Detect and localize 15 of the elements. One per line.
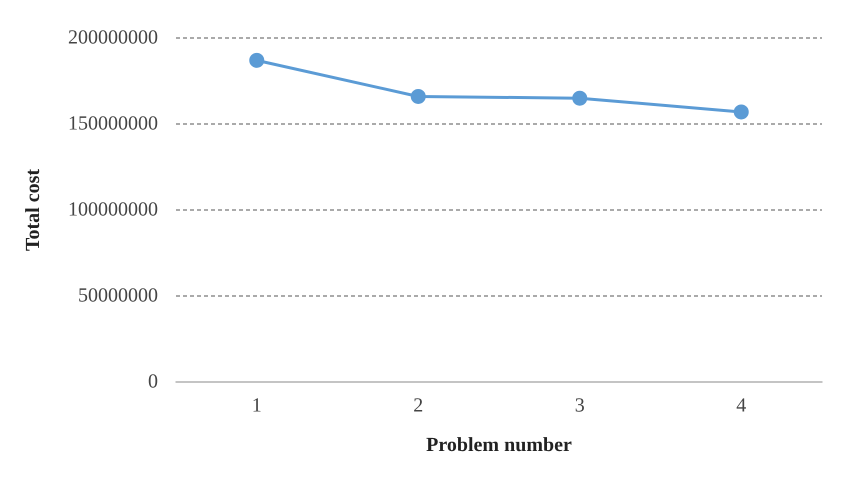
point [249,52,264,68]
point [572,90,588,106]
y-tick-label: 100000000 [68,198,158,220]
point [734,104,749,120]
x-tick-label: 1 [252,394,262,416]
x-tick-label: 3 [574,394,585,416]
y-tick-label: 0 [148,370,158,392]
y-tick-label: 50000000 [78,284,158,306]
x-axis-title: Problem number [426,434,572,456]
y-tick-label: 150000000 [68,112,158,134]
y-axis-title: Total cost [22,168,44,252]
x-tick-label: 4 [736,394,746,416]
y-tick-label: 200000000 [68,26,158,48]
point [410,88,426,104]
x-tick-label: 2 [413,394,424,416]
